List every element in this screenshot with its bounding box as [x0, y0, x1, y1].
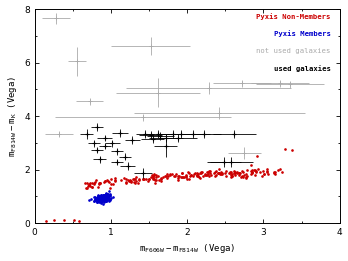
- Text: Pyxis Non-Members: Pyxis Non-Members: [256, 13, 331, 20]
- Y-axis label: $\mathtt{m_{F814W}-m_K}$ (Vega): $\mathtt{m_{F814W}-m_K}$ (Vega): [6, 75, 18, 157]
- Text: used galaxies: used galaxies: [274, 65, 331, 72]
- X-axis label: $\mathtt{m_{F606W}-m_{F814W}}$ (Vega): $\mathtt{m_{F606W}-m_{F814W}}$ (Vega): [139, 242, 235, 256]
- Text: Pyxis Members: Pyxis Members: [274, 31, 331, 37]
- Text: not used galaxies: not used galaxies: [256, 48, 331, 54]
